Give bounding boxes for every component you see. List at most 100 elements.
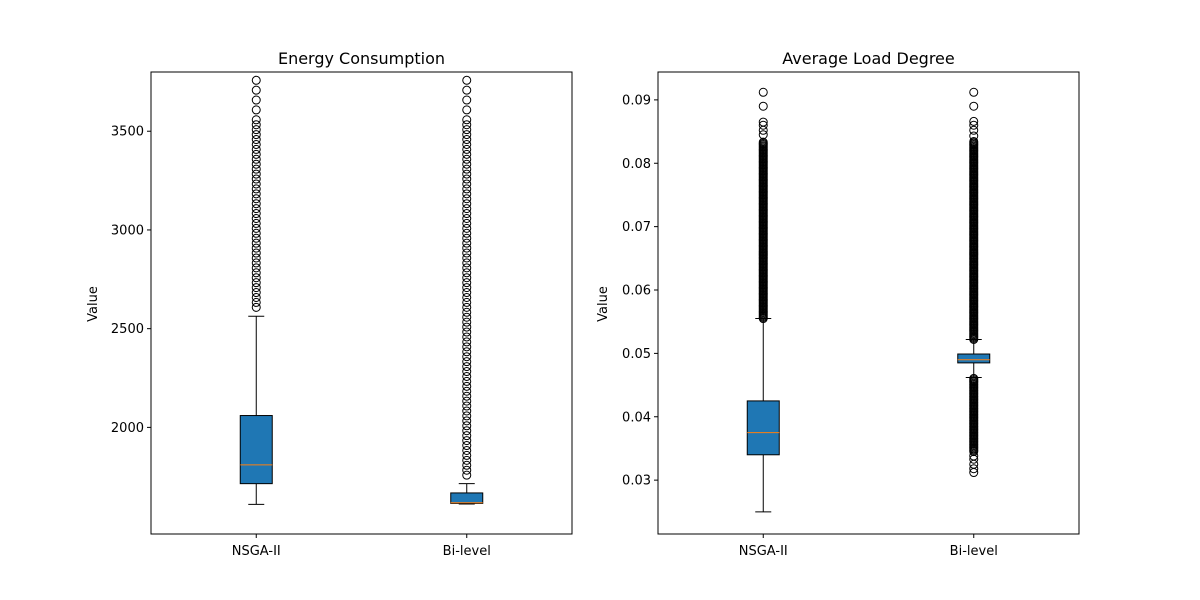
- outlier-point: [251, 258, 261, 268]
- outlier-point: [462, 460, 472, 470]
- outlier-point: [462, 441, 472, 451]
- outlier-point: [251, 283, 261, 293]
- outlier-point: [251, 154, 261, 164]
- outlier-point: [969, 120, 979, 130]
- outlier-point: [462, 426, 472, 436]
- outlier-point: [462, 174, 472, 184]
- y-axis-label: Value: [596, 286, 611, 322]
- outlier-point: [462, 95, 472, 105]
- outlier-point: [251, 233, 261, 243]
- y-tick-label: 0.03: [622, 474, 651, 489]
- outlier-point: [462, 411, 472, 421]
- y-axis-label: Value: [86, 286, 101, 322]
- outlier-point: [462, 209, 472, 219]
- outlier-point: [758, 87, 768, 97]
- outlier-point: [758, 137, 768, 147]
- y-tick-label: 0.08: [622, 157, 651, 172]
- outlier-point: [251, 292, 261, 302]
- outlier-point: [462, 125, 472, 135]
- y-tick-label: 3000: [111, 223, 144, 238]
- y-tick-label: 0.09: [622, 93, 651, 108]
- outlier-point: [462, 307, 472, 317]
- outlier-point: [462, 135, 472, 145]
- outlier-point: [969, 464, 979, 474]
- outlier-point: [969, 136, 979, 146]
- outlier-point: [251, 263, 261, 273]
- outlier-point: [251, 297, 261, 307]
- outlier-point: [462, 154, 472, 164]
- outlier-point: [251, 179, 261, 189]
- outlier-point: [969, 451, 979, 461]
- outlier-point: [462, 149, 472, 159]
- plot-frame: [150, 71, 573, 535]
- outlier-point: [251, 85, 261, 95]
- outlier-point: [462, 164, 472, 174]
- outlier-point: [251, 243, 261, 253]
- outlier-point: [251, 184, 261, 194]
- x-tick-label: NSGA-II: [232, 544, 281, 559]
- outlier-point: [462, 337, 472, 347]
- y-tick-label: 2500: [111, 322, 144, 337]
- outlier-point: [251, 120, 261, 130]
- y-tick-label: 0.06: [622, 284, 651, 299]
- outlier-point: [251, 75, 261, 85]
- outlier-point: [462, 401, 472, 411]
- outlier-point: [462, 436, 472, 446]
- outlier-point: [462, 139, 472, 149]
- outlier-point: [462, 283, 472, 293]
- outlier-point: [462, 312, 472, 322]
- outlier-point: [462, 431, 472, 441]
- box: [746, 400, 780, 456]
- outlier-point: [462, 445, 472, 455]
- y-tick-label: 0.05: [622, 347, 651, 362]
- outlier-point: [251, 105, 261, 115]
- outlier-point: [251, 149, 261, 159]
- outlier-point: [462, 381, 472, 391]
- outlier-point: [462, 450, 472, 460]
- outlier-point: [251, 302, 261, 312]
- outlier-point: [462, 258, 472, 268]
- outlier-point: [462, 347, 472, 357]
- outlier-point: [462, 199, 472, 209]
- outlier-point: [462, 253, 472, 263]
- outlier-point: [758, 130, 768, 140]
- outlier-point: [462, 85, 472, 95]
- outlier-point: [462, 189, 472, 199]
- outlier-point: [758, 117, 768, 127]
- y-tick-label: 2000: [111, 421, 144, 436]
- outlier-point: [251, 95, 261, 105]
- outlier-point: [462, 263, 472, 273]
- outlier-point: [462, 278, 472, 288]
- outlier-point: [462, 292, 472, 302]
- outlier-point: [462, 105, 472, 115]
- outlier-point: [251, 218, 261, 228]
- x-tick-label: Bi-level: [950, 544, 998, 559]
- outlier-point: [251, 139, 261, 149]
- outlier-point: [462, 386, 472, 396]
- outlier-point: [251, 144, 261, 154]
- box: [239, 415, 273, 485]
- chart-title: Average Load Degree: [782, 49, 955, 68]
- outlier-point: [251, 204, 261, 214]
- outlier-point: [462, 297, 472, 307]
- outlier-point: [462, 357, 472, 367]
- outlier-point: [462, 470, 472, 480]
- outlier-point: [251, 174, 261, 184]
- outlier-point: [251, 273, 261, 283]
- outlier-point: [251, 268, 261, 278]
- plot-area: 2000 2500 3000 3500 NSGA-II Bi-level: [111, 71, 573, 559]
- outlier-point: [462, 130, 472, 140]
- outlier-point: [462, 371, 472, 381]
- outlier-point: [251, 169, 261, 179]
- outlier-point: [251, 278, 261, 288]
- outlier-point: [462, 396, 472, 406]
- outlier-point: [462, 204, 472, 214]
- outlier-point: [251, 213, 261, 223]
- outlier-point: [462, 352, 472, 362]
- outlier-point: [462, 465, 472, 475]
- outlier-point: [462, 144, 472, 154]
- outlier-point: [969, 87, 979, 97]
- outlier-point: [251, 238, 261, 248]
- outlier-point: [251, 130, 261, 140]
- outlier-point: [462, 317, 472, 327]
